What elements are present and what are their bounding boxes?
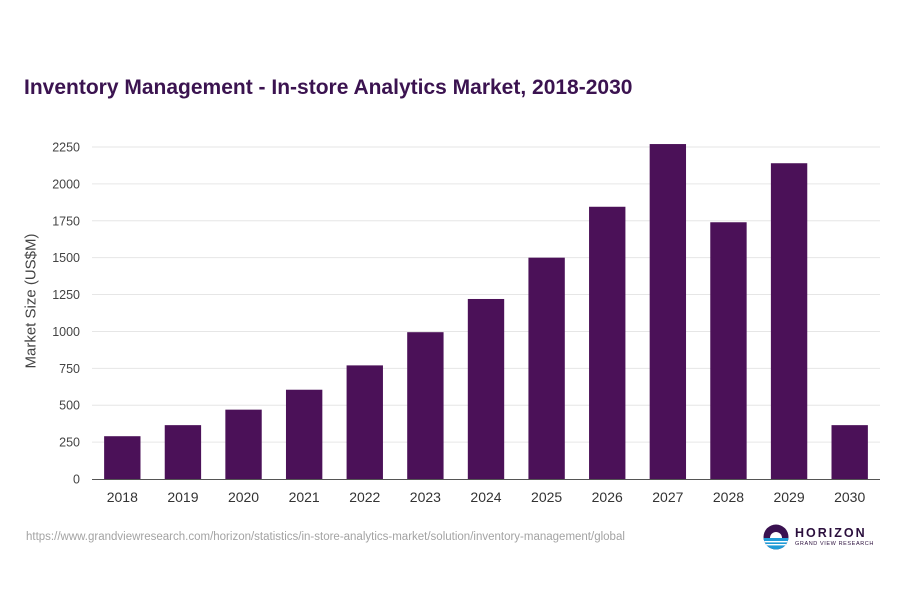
y-tick-label: 1750 [52,214,80,228]
x-tick-label: 2030 [834,489,865,505]
bar-2022 [346,365,383,479]
bar-2018 [104,436,141,479]
bar-2027 [649,144,687,479]
y-tick-labels: 0 250 500 750 1000 1250 1500 1750 2000 2250 [52,141,80,487]
bar-2026 [589,206,626,479]
x-tick-label: 2020 [228,489,259,505]
y-tick-label: 500 [59,399,80,413]
y-tick-label: 750 [59,362,80,376]
bar-2024 [467,298,505,479]
x-tick-label: 2023 [410,489,441,505]
y-tick-label: 2000 [52,177,80,191]
bar-2030 [831,425,868,479]
y-tick-label: 1250 [52,288,80,302]
x-tick-label: 2026 [592,489,623,505]
y-tick-label: 250 [59,436,80,450]
x-tick-label: 2018 [107,489,138,505]
x-tick-label: 2025 [531,489,562,505]
chart-title: Inventory Management - In-store Analytic… [24,76,633,99]
x-tick-label: 2027 [652,489,683,505]
x-tick-labels: 2018 2019 2020 2021 2022 2023 2024 2025 2026 2027… [107,489,866,505]
bar-2019 [164,425,202,479]
x-tick-label: 2024 [470,489,501,505]
horizon-logo-icon [763,524,789,550]
bar-2020 [225,409,262,479]
y-tick-label: 1000 [52,325,80,339]
bars [104,144,868,479]
y-tick-label: 0 [73,473,80,487]
logo-name: HORIZON [795,525,867,540]
x-tick-label: 2021 [289,489,320,505]
source-url[interactable]: https://www.grandviewresearch.com/horizo… [26,531,625,543]
y-tick-label: 2250 [52,141,80,155]
bar-2021 [285,389,323,479]
horizon-logo: HORIZON GRAND VIEW RESEARCH [763,524,874,550]
bar-2028 [710,222,747,479]
bar-2029 [770,163,808,479]
x-tick-label: 2028 [713,489,744,505]
x-tick-label: 2022 [349,489,380,505]
bar-2023 [407,332,444,479]
logo-subtitle: GRAND VIEW RESEARCH [795,540,874,547]
x-tick-label: 2019 [167,489,198,505]
y-tick-label: 1500 [52,251,80,265]
bar-2025 [528,257,565,479]
x-tick-label: 2029 [773,489,804,505]
